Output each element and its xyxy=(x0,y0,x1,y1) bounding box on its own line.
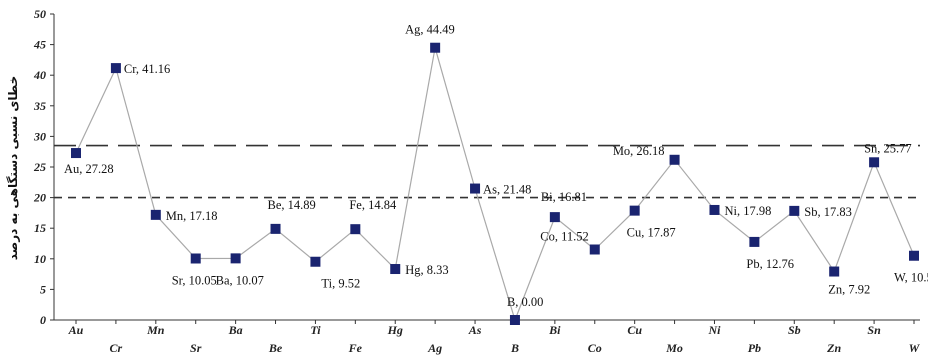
data-label: Pb, 12.76 xyxy=(746,257,794,271)
y-tick-label: 15 xyxy=(34,221,46,235)
data-point xyxy=(829,266,840,277)
x-tick-label: Ti xyxy=(310,323,321,337)
y-tick-label: 45 xyxy=(33,38,46,52)
data-label: Sr, 10.05 xyxy=(172,273,217,287)
data-point xyxy=(789,205,800,216)
data-label: Bi, 16.81 xyxy=(541,190,587,204)
data-label: Mo, 26.18 xyxy=(613,144,665,158)
data-label: Zn, 7.92 xyxy=(828,283,870,297)
y-tick-label: 0 xyxy=(40,313,46,327)
data-point xyxy=(470,183,481,194)
x-tick-label: Ni xyxy=(707,323,721,337)
y-tick-label: 5 xyxy=(40,282,46,296)
data-label: Cr, 41.16 xyxy=(124,62,170,76)
data-point xyxy=(310,256,321,267)
series xyxy=(71,42,919,325)
axes: 0 5 10 15 20 25 30 35 40 45 50 Au Cr Mn Sr Ba Be Ti Fe Hg Ag… xyxy=(33,7,921,355)
data-label: As, 21.48 xyxy=(483,183,531,197)
x-tick-label: Au xyxy=(68,323,84,337)
x-tick-label: W xyxy=(909,341,921,355)
data-label: Co, 11.52 xyxy=(540,229,589,243)
y-tick-label: 20 xyxy=(33,191,46,205)
x-tick-label: Pb xyxy=(748,341,761,355)
data-point xyxy=(150,209,161,220)
data-point xyxy=(629,205,640,216)
data-label: Sb, 17.83 xyxy=(804,205,852,219)
x-tick-label: Bi xyxy=(548,323,561,337)
data-point xyxy=(350,224,361,235)
data-point xyxy=(549,212,560,223)
data-label: Hg, 8.33 xyxy=(405,263,448,277)
data-point xyxy=(749,236,760,247)
reference-lines xyxy=(54,144,920,199)
x-tick-label: Ba xyxy=(228,323,243,337)
data-label: Ba, 10.07 xyxy=(216,273,264,287)
data-label: B, 0.00 xyxy=(507,295,543,309)
y-tick-label: 25 xyxy=(33,160,46,174)
x-tick-label: Co xyxy=(588,341,602,355)
x-tick-label: As xyxy=(468,323,482,337)
x-tick-label: Cu xyxy=(627,323,642,337)
data-point xyxy=(869,157,880,168)
data-label: Ag, 44.49 xyxy=(405,23,455,37)
data-label: Sn, 25.77 xyxy=(864,141,912,155)
y-tick-label: 50 xyxy=(34,7,46,21)
x-tick-label: Mo xyxy=(665,341,683,355)
x-tick-label: Hg xyxy=(387,323,403,337)
x-tick-label: Sb xyxy=(788,323,801,337)
x-tick-label: Fe xyxy=(348,341,363,355)
x-tick-label: Cr xyxy=(110,341,123,355)
data-label: Cu, 17.87 xyxy=(627,226,676,240)
data-label: Fe, 14.84 xyxy=(349,198,397,212)
data-point xyxy=(230,253,241,264)
y-tick-label: 10 xyxy=(34,252,46,266)
y-tick-label: 35 xyxy=(33,99,46,113)
data-point xyxy=(709,204,720,215)
data-point xyxy=(669,154,680,165)
data-point xyxy=(71,148,81,159)
data-label: Be, 14.89 xyxy=(268,198,316,212)
y-tick-label: 30 xyxy=(33,129,46,143)
x-tick-label: Zn xyxy=(826,341,841,355)
x-tick-label: Be xyxy=(268,341,283,355)
data-label: W, 10.5 xyxy=(894,271,928,285)
data-label: Ti, 9.52 xyxy=(321,277,360,291)
data-label: Ni, 17.98 xyxy=(724,204,771,218)
data-point xyxy=(390,264,401,275)
data-point xyxy=(270,223,281,234)
x-tick-label: Sr xyxy=(190,341,202,355)
data-point xyxy=(589,244,600,255)
data-point xyxy=(190,253,201,264)
y-tick-label: 40 xyxy=(33,68,46,82)
series-line xyxy=(75,47,915,322)
data-labels: Au, 27.28 Cr, 41.16 Mn, 17.18 Sr, 10.05Ba, … xyxy=(64,23,928,309)
data-label: Mn, 17.18 xyxy=(166,209,218,223)
data-label: Au, 27.28 xyxy=(64,162,114,176)
data-point xyxy=(430,42,441,53)
x-tick-label: Ag xyxy=(427,341,442,355)
x-tick-label: Mn xyxy=(146,323,165,337)
data-point xyxy=(110,63,121,74)
x-tick-label: Sn xyxy=(867,323,881,337)
data-point xyxy=(509,315,520,325)
x-tick-label: B xyxy=(510,341,519,355)
data-point xyxy=(909,250,919,261)
y-axis-title: خطای نسبی دستگاهی به درصد xyxy=(6,76,20,261)
